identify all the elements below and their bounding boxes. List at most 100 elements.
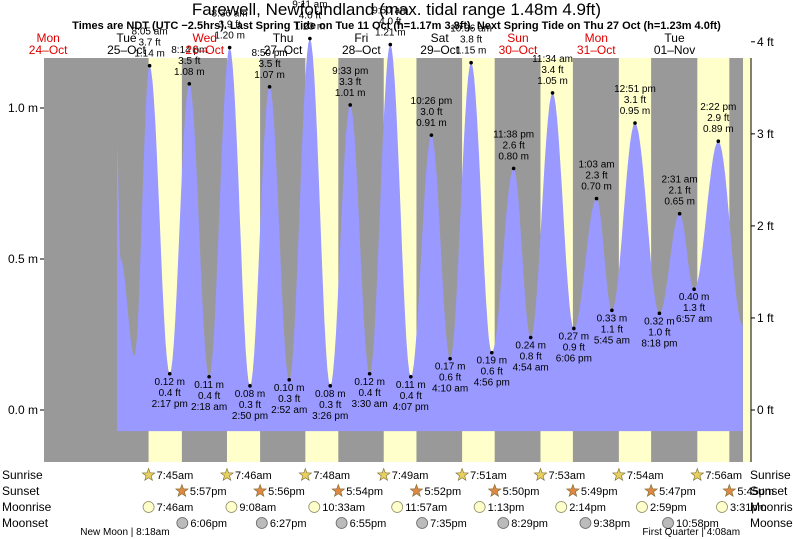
tide-curve-area	[117, 38, 743, 432]
row-label-left: Moonset	[2, 516, 49, 530]
right-axis-tick-label: 3 ft	[757, 127, 774, 141]
low-tide-label: 0.10 m	[274, 383, 305, 394]
moonset-icon	[497, 517, 510, 529]
low-tide-label: 0.19 m	[476, 356, 507, 367]
low-tide-label: 5:45 am	[594, 335, 630, 346]
left-axis-tick-label: 1.0 m	[8, 101, 38, 115]
high-tide-label: 1:03 am	[578, 160, 614, 171]
high-tide-label: 2:22 pm	[700, 102, 736, 113]
low-tide-label: 2:52 am	[271, 405, 307, 416]
day-of-week: Fri	[354, 31, 368, 45]
low-tide-label: 3:26 pm	[312, 411, 348, 422]
high-tide-point	[429, 133, 434, 137]
high-tide-label: 1.20 m	[214, 31, 245, 42]
sunset-icon	[174, 483, 189, 498]
row-label-left: Moonrise	[2, 500, 52, 514]
sunset-icon	[487, 483, 502, 498]
day-of-week: Wed	[193, 31, 217, 45]
moonset-icon	[579, 517, 592, 529]
moonrise-icon	[636, 501, 648, 513]
high-tide-label: 4.0 ft	[379, 17, 401, 28]
right-axis-strip	[743, 58, 751, 462]
chart-title: Farewell, Newfoundland (max. tidal range…	[191, 0, 602, 19]
low-tide-label: 0.4 ft	[400, 391, 422, 402]
high-tide-point	[308, 36, 312, 41]
high-tide-label: 3.0 ft	[420, 107, 442, 118]
sunrise-time: 7:48am	[313, 470, 350, 482]
low-tide-label: 0.4 ft	[159, 388, 181, 399]
moonset-time: 8:29pm	[511, 518, 548, 530]
low-tide-label: 0.6 ft	[481, 367, 503, 378]
moonset-time: 9:38pm	[593, 518, 630, 530]
sunset-icon	[644, 483, 659, 498]
high-tide-label: 8:36 am	[212, 9, 248, 20]
moonrise-time: 1:13pm	[488, 502, 525, 514]
moonrise-icon	[225, 501, 238, 513]
high-tide-point	[227, 45, 232, 50]
low-tide-label: 2:18 am	[191, 402, 227, 413]
low-tide-label: 0.11 m	[396, 380, 426, 391]
high-tide-point	[550, 91, 555, 95]
moonrise-time: 2:14pm	[569, 502, 606, 514]
moonrise-time: 11:57am	[405, 502, 447, 514]
moonrise-time: 7:46am	[157, 502, 194, 514]
low-tide-label: 0.4 ft	[359, 388, 381, 399]
low-tide-label: 0.8 ft	[520, 352, 542, 363]
low-tide-label: 0.3 ft	[278, 394, 300, 405]
sunset-time: 5:49pm	[581, 486, 618, 498]
low-tide-point	[692, 287, 696, 292]
right-axis-tick-label: 4 ft	[757, 35, 774, 49]
low-tide-label: 6:06 pm	[556, 353, 592, 364]
low-tide-point	[167, 371, 172, 376]
high-tide-point	[348, 103, 353, 107]
moonset-icon	[255, 517, 268, 529]
sunrise-time: 7:45am	[157, 470, 194, 482]
moonrise-time: 9:08am	[239, 502, 276, 514]
sunrise-time: 7:49am	[392, 470, 429, 482]
low-tide-label: 0.27 m	[559, 331, 590, 342]
sunrise-time: 7:56am	[705, 470, 742, 482]
high-tide-point	[594, 196, 599, 201]
day-date: 26–Oct	[185, 43, 224, 57]
sunrise-time: 7:51am	[470, 470, 507, 482]
high-tide-label: 3.7 ft	[138, 38, 160, 49]
low-tide-label: 0.24 m	[515, 341, 546, 352]
low-tide-label: 6:57 am	[676, 314, 712, 325]
chart-subtitle: Times are NDT (UTC −2.5hrs). Last Spring…	[72, 20, 721, 32]
low-tide-point	[610, 308, 614, 313]
sunrise-icon	[219, 467, 235, 482]
low-tide-label: 0.12 m	[354, 377, 385, 388]
day-date: 28–Oct	[342, 43, 381, 57]
sunset-icon	[409, 483, 424, 498]
high-tide-label: 1.01 m	[335, 88, 366, 99]
high-tide-label: 9:50 am	[372, 6, 408, 17]
low-tide-point	[528, 335, 533, 340]
high-tide-label: 1.08 m	[174, 67, 205, 78]
sunset-time: 5:47pm	[659, 486, 696, 498]
high-tide-label: 0.70 m	[581, 182, 612, 193]
low-tide-point	[328, 384, 333, 388]
day-date: 01–Nov	[654, 43, 695, 57]
high-tide-label: 0.89 m	[703, 124, 734, 135]
moonrise-icon	[391, 501, 404, 513]
high-tide-label: 2.9 ft	[707, 113, 729, 124]
high-tide-label: 10:36 am	[450, 24, 492, 35]
sunset-icon	[253, 483, 268, 498]
high-tide-point	[187, 82, 192, 86]
low-tide-label: 3:30 am	[352, 399, 388, 410]
sunrise-time: 7:53am	[548, 470, 585, 482]
low-tide-label: 0.12 m	[154, 377, 185, 388]
high-tide-label: 3.9 ft	[219, 20, 241, 31]
left-axis-tick-label: 0.5 m	[8, 252, 38, 266]
axes: 0.0 m0.5 m1.0 m1.5 m0 ft1 ft2 ft3 ft4 ft…	[8, 35, 774, 462]
sunrise-icon	[611, 467, 626, 482]
high-tide-label: 2:31 am	[662, 175, 698, 186]
high-tide-label: 0.91 m	[416, 118, 447, 129]
moonrise-icon	[473, 501, 486, 513]
moonrise-time: 2:59pm	[650, 502, 687, 514]
sunrise-icon	[533, 467, 548, 482]
low-tide-label: 2:17 pm	[152, 399, 188, 410]
low-tide-point	[248, 384, 252, 388]
high-tide-label: 0.65 m	[664, 197, 695, 208]
